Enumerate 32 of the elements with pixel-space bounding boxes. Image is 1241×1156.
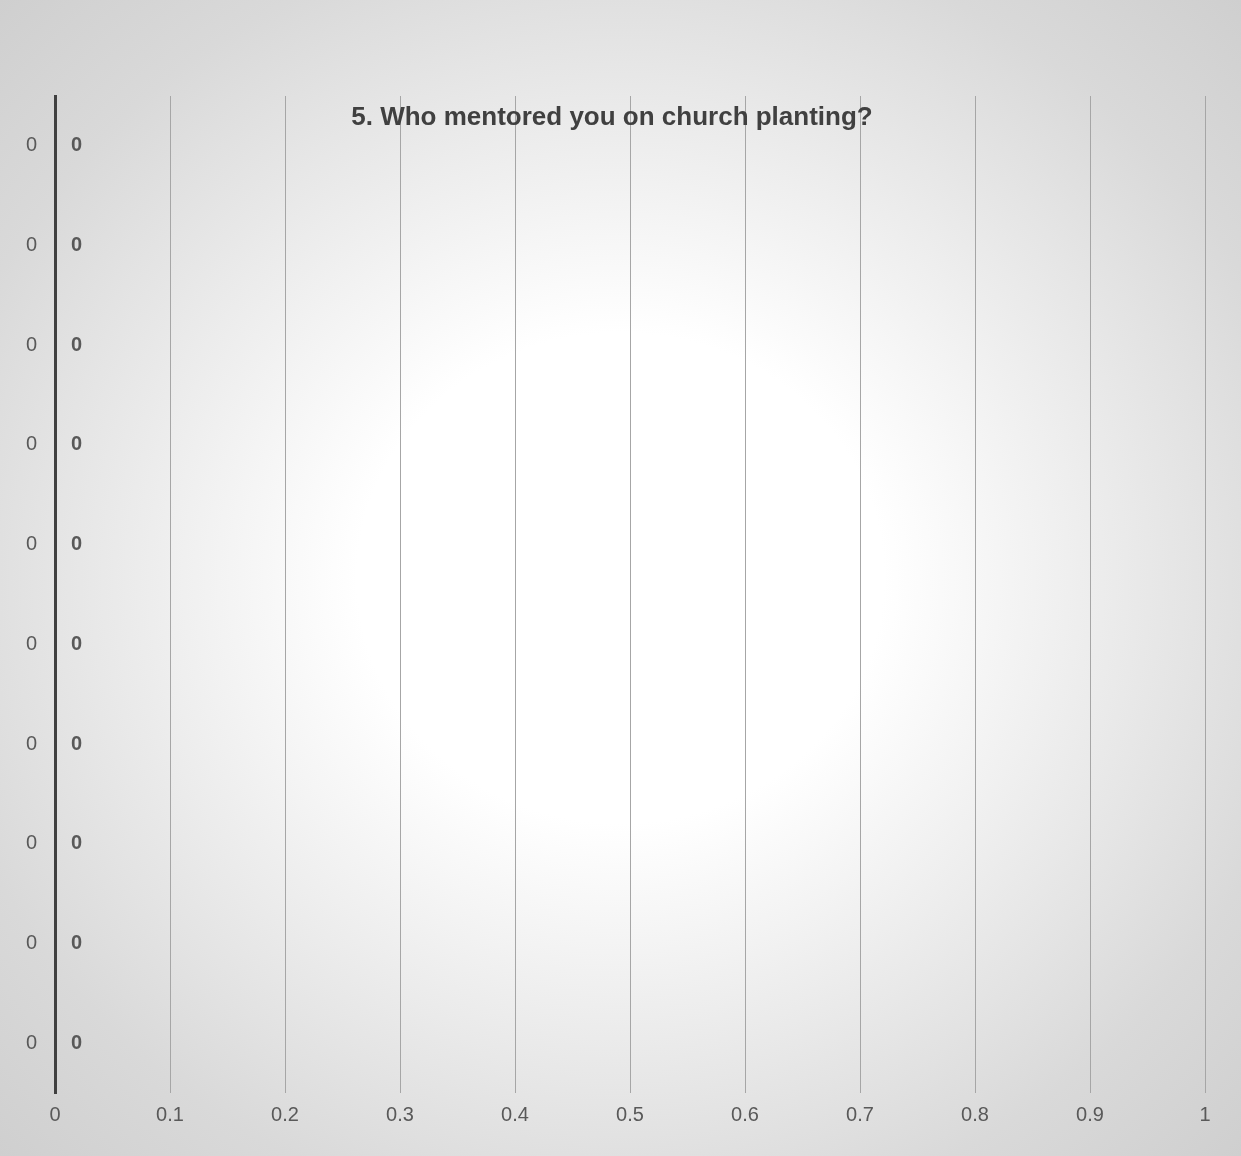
- y-tick-label: 0: [71, 332, 83, 355]
- y-tick-label: 0: [71, 731, 83, 754]
- y-tick-label: 0: [71, 532, 83, 555]
- x-tick-label: 0.1: [156, 1102, 184, 1125]
- x-tick-label: 0.8: [961, 1102, 989, 1125]
- x-tick-label: 0.9: [1076, 1102, 1104, 1125]
- y-tick-label: 0: [71, 831, 83, 854]
- data-label: 0: [25, 233, 37, 256]
- x-tick-label: 0: [49, 1102, 61, 1125]
- data-label: 0: [25, 1030, 37, 1053]
- x-tick-label: 0.3: [386, 1102, 414, 1125]
- data-label: 0: [25, 831, 37, 854]
- data-label: 0: [25, 930, 37, 953]
- y-tick-label: 0: [71, 930, 83, 953]
- x-tick-label: 0.6: [731, 1102, 759, 1125]
- data-label: 0: [25, 532, 37, 555]
- x-tick-label: 0.4: [501, 1102, 529, 1125]
- x-tick-label: 0.5: [616, 1102, 644, 1125]
- x-tick-label: 0.7: [846, 1102, 874, 1125]
- y-tick-label: 0: [71, 133, 83, 156]
- y-tick-label: 0: [71, 631, 83, 654]
- data-label: 0: [25, 332, 37, 355]
- y-tick-label: 0: [71, 1030, 83, 1053]
- x-tick-label: 0.2: [271, 1102, 299, 1125]
- data-label: 0: [25, 133, 37, 156]
- y-tick-label: 0: [71, 432, 83, 455]
- chart-title: 5. Who mentored you on church planting?: [351, 101, 873, 132]
- data-label: 0: [25, 631, 37, 654]
- y-tick-label: 0: [71, 233, 83, 256]
- x-tick-label: 1: [1199, 1102, 1211, 1125]
- data-label: 0: [25, 731, 37, 754]
- data-label: 0: [25, 432, 37, 455]
